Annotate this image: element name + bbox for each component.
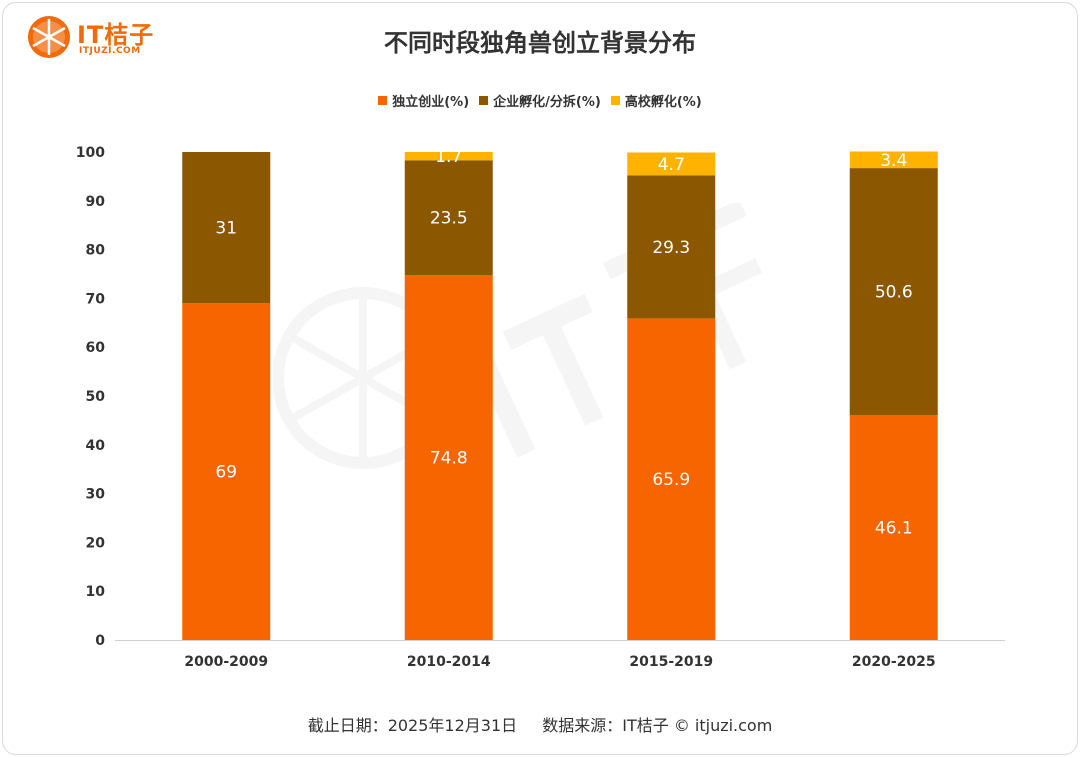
legend-label-corporate: 企业孵化/分拆(%) (493, 95, 601, 110)
y-tick-label: 60 (86, 340, 106, 356)
y-tick-label: 30 (86, 487, 106, 503)
data-label: 69 (215, 463, 237, 483)
bar-segment (849, 151, 938, 169)
y-tick-label: 20 (86, 535, 106, 551)
logo-text: IT桔子 (77, 21, 155, 49)
legend-label-university: 高校孵化(%) (624, 95, 702, 110)
legend-swatch-corporate (479, 96, 489, 105)
data-label: 23.5 (430, 209, 468, 229)
legend-item-corporate: 企业孵化/分拆(%) (479, 91, 601, 110)
y-tick-label: 50 (86, 389, 106, 405)
data-label: 50.6 (875, 283, 913, 303)
orange-slice-icon (28, 16, 70, 58)
logo-subtext: ITJUZI.COM (79, 46, 141, 56)
data-label: 74.8 (430, 448, 468, 468)
legend-item-independent: 独立创业(%) (378, 91, 469, 110)
x-tick-label: 2000-2009 (184, 654, 268, 670)
y-tick-label: 100 (76, 145, 105, 161)
bar-segment (404, 274, 493, 640)
data-label: 3.4 (880, 151, 907, 171)
bar-segment (404, 152, 493, 161)
data-label: 46.1 (875, 519, 913, 539)
x-tick-label: 2020-2025 (852, 654, 936, 670)
y-tick-label: 10 (86, 584, 106, 600)
legend-swatch-university (610, 96, 620, 105)
legend-label-independent: 独立创业(%) (392, 95, 470, 110)
y-tick-label: 0 (95, 633, 105, 649)
bar-segment (627, 318, 716, 640)
bar-segment (182, 303, 271, 640)
bar-segment (849, 415, 938, 640)
data-label: 4.7 (658, 155, 685, 175)
legend-swatch-independent (378, 96, 388, 105)
bar-segment (627, 152, 716, 176)
x-tick-label: 2010-2014 (407, 654, 491, 670)
chart-footer: 截止日期：2025年12月31日 数据来源：IT桔子 © itjuzi.com (3, 712, 1077, 736)
brand-logo: IT桔子 ITJUZI.COM (27, 15, 157, 65)
y-tick-label: 70 (86, 291, 106, 307)
chart-title: 不同时段独角兽创立背景分布 (384, 29, 696, 57)
chart-legend: 独立创业(%) 企业孵化/分拆(%) 高校孵化(%) (3, 91, 1077, 110)
data-label: 29.3 (652, 238, 690, 258)
bar-segment (627, 175, 716, 319)
legend-item-university: 高校孵化(%) (610, 91, 702, 110)
bar-segment (182, 152, 271, 304)
bar-segment (404, 160, 493, 275)
data-label: 31 (215, 219, 237, 239)
footer-date: 截止日期：2025年12月31日 (307, 716, 518, 735)
data-label: 1.7 (435, 147, 462, 167)
bar-segment (849, 168, 938, 416)
footer-source: 数据来源：IT桔子 © itjuzi.com (542, 716, 773, 735)
y-tick-label: 40 (86, 438, 106, 454)
y-tick-label: 80 (86, 243, 106, 259)
y-tick-label: 90 (86, 194, 106, 210)
x-tick-label: 2015-2019 (629, 654, 713, 670)
data-label: 65.9 (652, 470, 690, 490)
